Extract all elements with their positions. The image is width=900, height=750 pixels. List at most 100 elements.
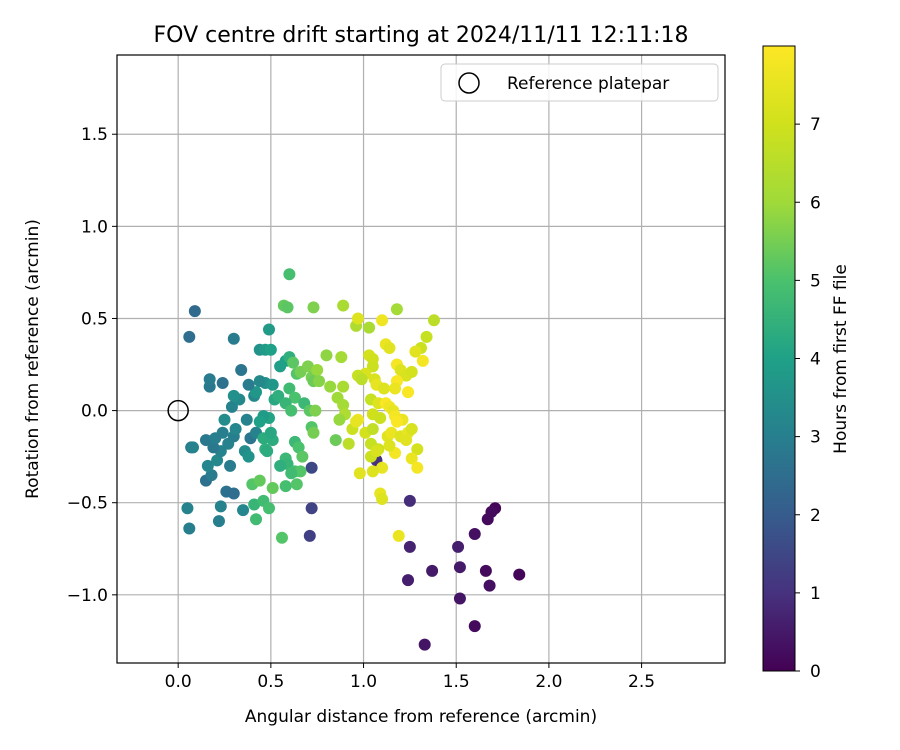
- data-point: [383, 341, 396, 354]
- data-point: [283, 382, 296, 395]
- data-point: [242, 378, 255, 391]
- data-point: [366, 465, 379, 478]
- y-tick-label: 0.5: [81, 309, 108, 329]
- data-point: [427, 314, 440, 327]
- data-point: [351, 312, 364, 325]
- data-point: [214, 500, 227, 513]
- colorbar-tick-label: 4: [810, 350, 821, 370]
- data-point: [253, 474, 266, 487]
- scatter-points: [181, 268, 526, 651]
- data-point: [227, 487, 240, 500]
- data-point: [389, 382, 402, 395]
- data-point: [370, 445, 383, 458]
- legend-reference-marker: [458, 72, 480, 94]
- data-point: [294, 465, 307, 478]
- colorbar-tick-label: 5: [810, 271, 821, 291]
- x-tick-label: 2.5: [628, 672, 655, 692]
- data-point: [481, 513, 494, 526]
- data-point: [187, 441, 199, 454]
- data-point: [366, 360, 379, 373]
- data-point: [426, 564, 439, 577]
- colorbar: 0 1 2 3 4 5 6 7 Hours from first FF file: [762, 45, 851, 682]
- data-point: [301, 360, 314, 373]
- data-point: [307, 301, 320, 314]
- data-point: [264, 343, 277, 356]
- data-point: [342, 437, 355, 450]
- data-point: [203, 373, 216, 386]
- data-point: [363, 321, 376, 334]
- colorbar-ticks: 0 1 2 3 4 5 6 7: [795, 115, 821, 682]
- legend: Reference platepar: [440, 63, 719, 102]
- data-point: [211, 454, 224, 467]
- colorbar-tick-label: 0: [810, 662, 821, 682]
- data-point: [199, 434, 212, 447]
- y-tick-label: 1.5: [81, 125, 108, 145]
- data-point: [309, 404, 322, 417]
- x-tick-label: 2.0: [535, 672, 562, 692]
- data-point: [253, 375, 266, 388]
- x-tick-label: 0.5: [257, 672, 284, 692]
- colorbar-tick-label: 7: [810, 115, 821, 135]
- data-point: [264, 426, 277, 439]
- data-point: [483, 579, 496, 592]
- data-point: [285, 467, 298, 480]
- data-point: [452, 540, 465, 553]
- data-point: [250, 513, 263, 526]
- y-axis-label: Rotation from reference (arcmin): [23, 219, 43, 499]
- data-point: [377, 382, 390, 395]
- data-point: [266, 378, 279, 391]
- plot-frame: [116, 54, 726, 664]
- data-point: [468, 620, 481, 633]
- data-point: [266, 481, 279, 494]
- data-point: [313, 375, 326, 388]
- data-point: [337, 299, 350, 312]
- data-point: [403, 494, 416, 507]
- data-point: [305, 502, 318, 515]
- data-point: [216, 376, 229, 389]
- data-point: [216, 426, 229, 439]
- y-tick-label: 1.0: [81, 217, 108, 237]
- legend-label: Reference platepar: [507, 74, 669, 94]
- data-point: [288, 391, 301, 404]
- data-point: [225, 400, 238, 413]
- data-point: [390, 303, 403, 316]
- data-point: [307, 426, 320, 439]
- data-point: [366, 423, 379, 436]
- grid-lines: [117, 55, 725, 663]
- data-point: [235, 364, 248, 377]
- data-point: [479, 564, 492, 577]
- data-point: [337, 380, 350, 393]
- data-point: [405, 365, 418, 378]
- x-tick-label: 1.5: [443, 672, 470, 692]
- x-axis-label: Angular distance from reference (arcmin): [245, 707, 597, 727]
- data-point: [290, 478, 303, 491]
- reference-marker-layer: [167, 399, 189, 422]
- data-point: [402, 386, 415, 399]
- data-point: [181, 502, 194, 515]
- data-point: [418, 638, 431, 651]
- reference-platepar-marker: [167, 399, 189, 422]
- colorbar-tick-label: 1: [810, 584, 821, 604]
- data-point: [240, 413, 253, 426]
- chart-title: FOV centre drift starting at 2024/11/11 …: [154, 23, 689, 48]
- data-point: [320, 349, 333, 362]
- data-point: [355, 373, 368, 386]
- data-point: [281, 301, 294, 314]
- data-point: [272, 389, 285, 402]
- data-point: [405, 452, 418, 465]
- colorbar-tick-label: 3: [810, 428, 821, 448]
- data-point: [207, 441, 220, 454]
- data-point: [263, 502, 275, 515]
- data-point: [468, 528, 481, 541]
- data-point: [402, 574, 415, 587]
- data-point: [279, 480, 292, 493]
- data-point: [403, 540, 416, 553]
- data-point: [374, 411, 387, 424]
- data-point: [283, 268, 296, 281]
- data-point: [411, 461, 424, 474]
- data-point: [227, 389, 240, 402]
- data-point: [350, 415, 363, 428]
- data-point: [237, 504, 250, 517]
- data-point: [453, 592, 466, 605]
- data-point: [311, 364, 324, 377]
